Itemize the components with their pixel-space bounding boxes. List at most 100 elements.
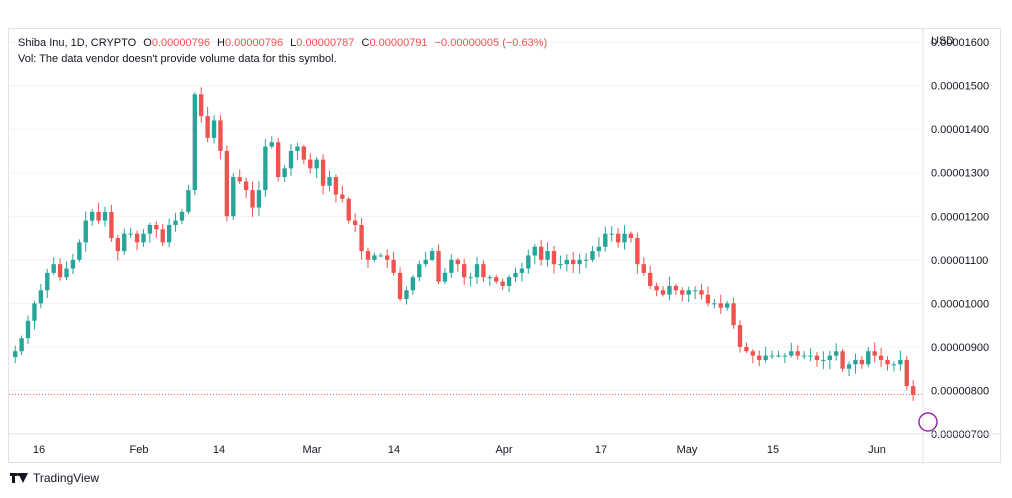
candle-body bbox=[115, 238, 121, 252]
candle-body bbox=[224, 150, 230, 217]
y-tick-label: 0.00001300 bbox=[931, 168, 989, 180]
ohlc-legend: Shiba Inu, 1D, CRYPTO O0.00000796 H0.000… bbox=[18, 37, 547, 49]
y-tick-label: 0.00001200 bbox=[931, 211, 989, 223]
candle-body bbox=[160, 229, 165, 243]
candle-body bbox=[763, 355, 768, 360]
candle-body bbox=[301, 146, 307, 160]
tradingview-logo-icon bbox=[10, 472, 28, 484]
candle-body bbox=[346, 198, 351, 221]
candle-body bbox=[737, 325, 743, 347]
candle-body bbox=[834, 351, 839, 356]
candle-body bbox=[211, 120, 217, 138]
candle-body bbox=[731, 303, 736, 326]
candle-body bbox=[840, 351, 845, 369]
y-tick-label: 0.00001100 bbox=[931, 255, 988, 267]
y-tick-label: 0.00000700 bbox=[931, 429, 989, 441]
candle-body bbox=[821, 359, 826, 361]
candle-body bbox=[263, 146, 268, 191]
candle-body bbox=[795, 351, 800, 356]
candle-body bbox=[814, 355, 820, 360]
candle-body bbox=[102, 211, 108, 221]
x-tick-label: 15 bbox=[767, 444, 779, 456]
candle-body bbox=[487, 277, 493, 279]
candle-body bbox=[141, 233, 146, 243]
candle-body bbox=[462, 264, 467, 278]
candle-body bbox=[673, 285, 679, 291]
candle-body bbox=[712, 303, 717, 305]
candle-body bbox=[122, 233, 127, 252]
y-tick-label: 0.00001500 bbox=[931, 81, 989, 93]
candle-body bbox=[77, 242, 82, 260]
candle-body bbox=[192, 94, 197, 191]
candle-body bbox=[494, 277, 499, 282]
high-label: H bbox=[217, 37, 225, 49]
candle-body bbox=[680, 290, 685, 295]
close-value: 0.00000791 bbox=[369, 37, 428, 49]
candle-body bbox=[365, 251, 371, 260]
candle-body bbox=[154, 224, 159, 230]
candle-body bbox=[96, 211, 101, 221]
candle-body bbox=[218, 120, 223, 151]
y-tick-label: 0.00001000 bbox=[931, 298, 989, 310]
candle-body bbox=[878, 355, 884, 360]
candle-body bbox=[186, 190, 191, 212]
candle-body bbox=[205, 116, 210, 138]
y-tick-label: 0.00000900 bbox=[931, 342, 989, 354]
candle-body bbox=[545, 251, 550, 260]
candle-body bbox=[231, 177, 236, 217]
y-tick-label: 0.00000800 bbox=[931, 385, 989, 397]
volume-note: Vol: The data vendor doesn't provide vol… bbox=[18, 53, 337, 65]
candle-body bbox=[481, 264, 486, 278]
candle-body bbox=[558, 264, 563, 266]
candle-body bbox=[628, 233, 634, 239]
candle-body bbox=[166, 224, 172, 243]
candle-body bbox=[397, 272, 403, 299]
candle-body bbox=[474, 264, 480, 278]
change-value: −0.00000005 (−0.63%) bbox=[434, 37, 548, 49]
tradingview-brand[interactable]: TradingView bbox=[10, 471, 99, 485]
candle-body bbox=[308, 159, 313, 169]
candle-body bbox=[19, 338, 24, 352]
candle-body bbox=[109, 211, 114, 239]
x-tick-label: Feb bbox=[130, 444, 149, 456]
x-tick-label: 16 bbox=[33, 444, 45, 456]
candle-body bbox=[506, 277, 512, 286]
candle-body bbox=[859, 359, 865, 365]
candle-body bbox=[538, 246, 544, 260]
candle-body bbox=[250, 190, 255, 208]
low-label: L bbox=[290, 37, 297, 49]
candle-body bbox=[776, 355, 781, 357]
candle-body bbox=[853, 359, 858, 365]
candle-body bbox=[609, 233, 614, 235]
candle-body bbox=[83, 220, 88, 243]
candle-body bbox=[577, 259, 582, 265]
price-chart[interactable]: 0.00001600 0.00001500 0.00001400 0.00001300… bbox=[9, 29, 1002, 464]
candle-body bbox=[718, 303, 723, 308]
candle-body bbox=[276, 142, 281, 178]
candle-body bbox=[583, 259, 589, 261]
candle-body bbox=[173, 220, 178, 225]
candle-body bbox=[910, 386, 916, 395]
candle-body bbox=[571, 259, 576, 265]
candle-body bbox=[782, 355, 788, 357]
candle-body bbox=[404, 290, 409, 299]
close-label: C bbox=[361, 37, 370, 49]
low-value: 0.00000787 bbox=[296, 37, 355, 49]
candle-body bbox=[199, 94, 204, 117]
candle-body bbox=[904, 359, 909, 387]
candle-body bbox=[442, 272, 448, 282]
chart-frame[interactable]: 0.00001600 0.00001500 0.00001400 0.00001300… bbox=[8, 28, 1002, 464]
candle-body bbox=[128, 233, 133, 235]
candle-body bbox=[846, 364, 852, 369]
x-tick-label: 14 bbox=[213, 444, 225, 456]
candle-body bbox=[596, 246, 602, 252]
candle-body bbox=[872, 351, 877, 356]
candle-body bbox=[372, 255, 377, 260]
candle-body bbox=[352, 220, 358, 225]
candle-body bbox=[179, 211, 185, 221]
candle-body bbox=[769, 355, 775, 357]
open-value: 0.00000796 bbox=[151, 37, 210, 49]
candle-body bbox=[288, 150, 294, 169]
candle-body bbox=[551, 251, 557, 265]
candle-body bbox=[532, 246, 537, 256]
